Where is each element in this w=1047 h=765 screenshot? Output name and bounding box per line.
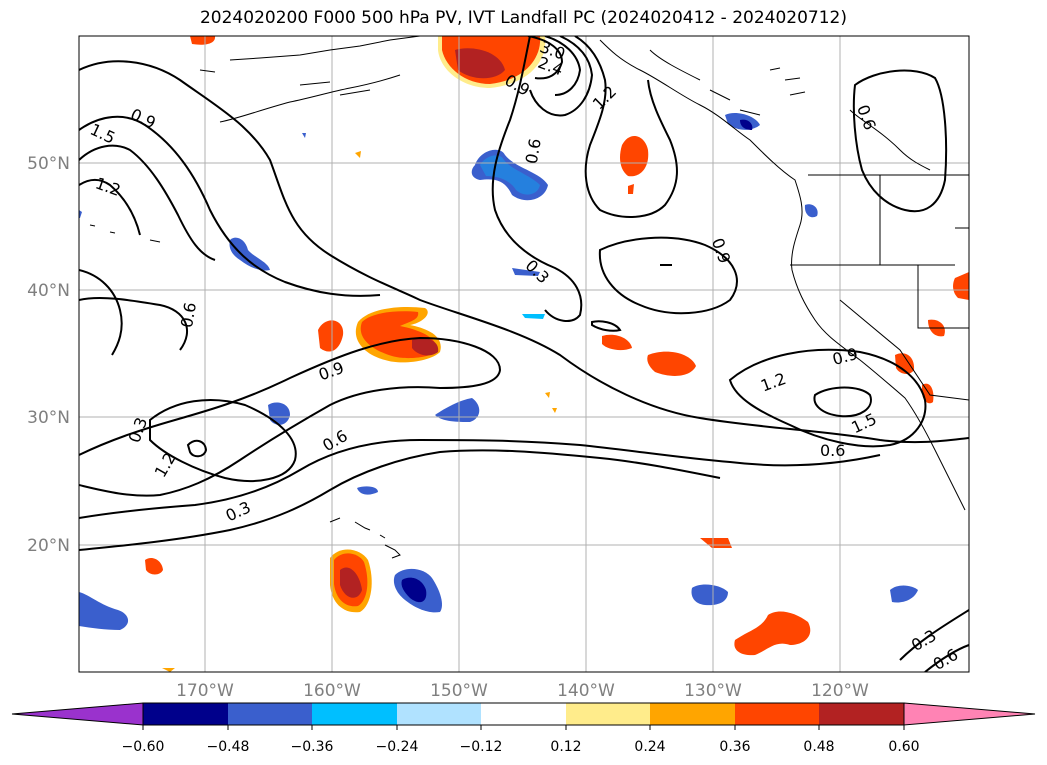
colorbar-bin — [312, 703, 397, 725]
pv-contours — [79, 36, 969, 672]
colorbar-tick-label: −0.48 — [207, 739, 250, 755]
colorbar-bin — [650, 703, 735, 725]
coastlines — [89, 36, 969, 559]
lat-label-30n: 30°N — [27, 408, 70, 428]
figure-title: 2024020200 F000 500 hPa PV, IVT Landfall… — [199, 8, 847, 28]
latitude-labels: 50°N 40°N 30°N 20°N — [27, 154, 70, 556]
colorbar-outline — [142, 702, 905, 726]
colorbar-bin — [228, 703, 312, 725]
colorbar-bin — [397, 703, 481, 725]
colorbar-tick-label: −0.12 — [460, 739, 503, 755]
colorbar-bin — [819, 703, 904, 725]
lat-label-40n: 40°N — [27, 281, 70, 301]
pv-shading — [79, 36, 969, 672]
lat-label-20n: 20°N — [27, 536, 70, 556]
colorbar-tick-label: −0.60 — [122, 739, 165, 755]
colorbar-tick-label: −0.36 — [291, 739, 334, 755]
colorbar-bin — [143, 703, 228, 725]
gridlines — [79, 36, 969, 672]
colorbar-ticks — [142, 725, 905, 730]
lon-label-170w: 170°W — [176, 681, 234, 701]
lon-label-120w: 120°W — [811, 681, 869, 701]
colorbar: −0.60 −0.48 −0.36 −0.24 −0.12 0.12 0.24 … — [11, 702, 1036, 755]
contour-label: 0.6 — [522, 137, 545, 165]
contour-label: 0.6 — [820, 441, 845, 460]
colorbar-tick-label: 0.48 — [803, 739, 834, 755]
lon-label-130w: 130°W — [684, 681, 742, 701]
colorbar-bin — [481, 703, 566, 725]
colorbar-tick-label: 0.24 — [634, 739, 665, 755]
lon-label-140w: 140°W — [557, 681, 615, 701]
lon-label-160w: 160°W — [303, 681, 361, 701]
colorbar-tick-label: 0.12 — [550, 739, 581, 755]
colorbar-extend-min — [11, 702, 144, 726]
colorbar-extend-max — [903, 702, 1036, 726]
map-panel — [79, 36, 969, 672]
colorbar-tick-label: −0.24 — [376, 739, 419, 755]
colorbar-tick-label: 0.60 — [888, 739, 919, 755]
lon-label-150w: 150°W — [430, 681, 488, 701]
colorbar-bin — [735, 703, 819, 725]
lat-label-50n: 50°N — [27, 154, 70, 174]
longitude-labels: 170°W 160°W 150°W 140°W 130°W 120°W — [176, 681, 869, 701]
map-frame — [78, 35, 970, 673]
colorbar-tick-label: 0.36 — [719, 739, 750, 755]
contour-label: 0.6 — [177, 301, 200, 329]
colorbar-bin — [566, 703, 650, 725]
